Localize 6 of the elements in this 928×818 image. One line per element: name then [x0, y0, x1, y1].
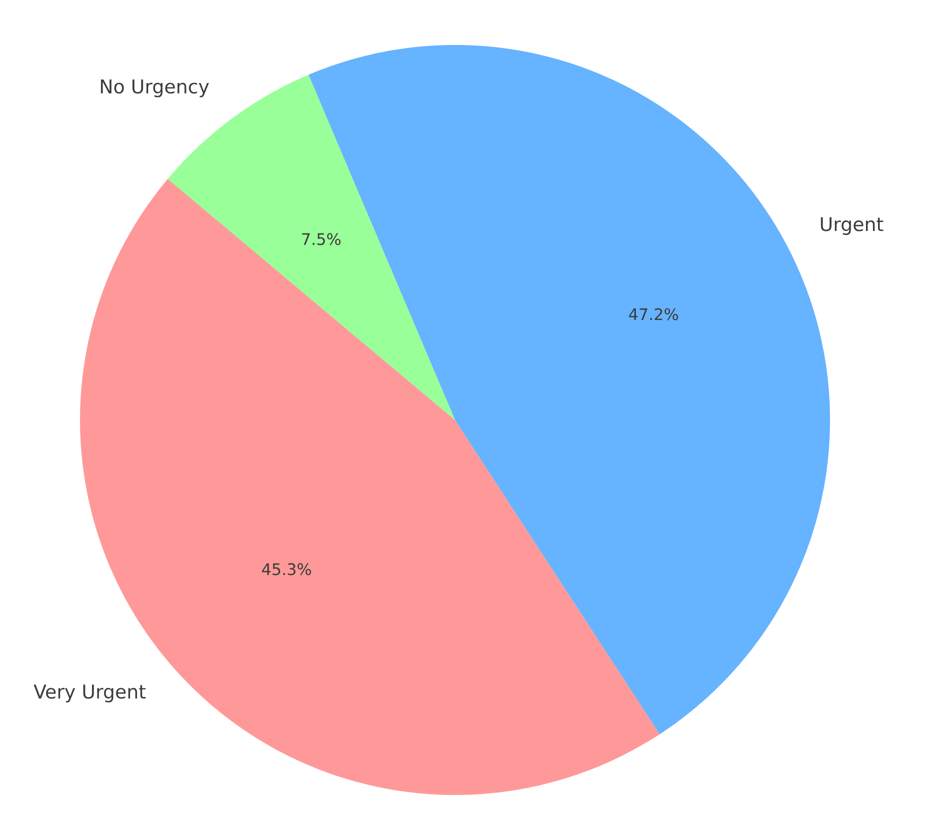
slice-label: Urgent — [820, 217, 884, 235]
slice-label: Very Urgent — [34, 684, 146, 702]
data-label: 45.3% — [262, 563, 312, 576]
data-label: 47.2% — [629, 308, 678, 320]
data-label: 7.5% — [302, 233, 341, 246]
slice-label: No Urgency — [100, 80, 209, 98]
